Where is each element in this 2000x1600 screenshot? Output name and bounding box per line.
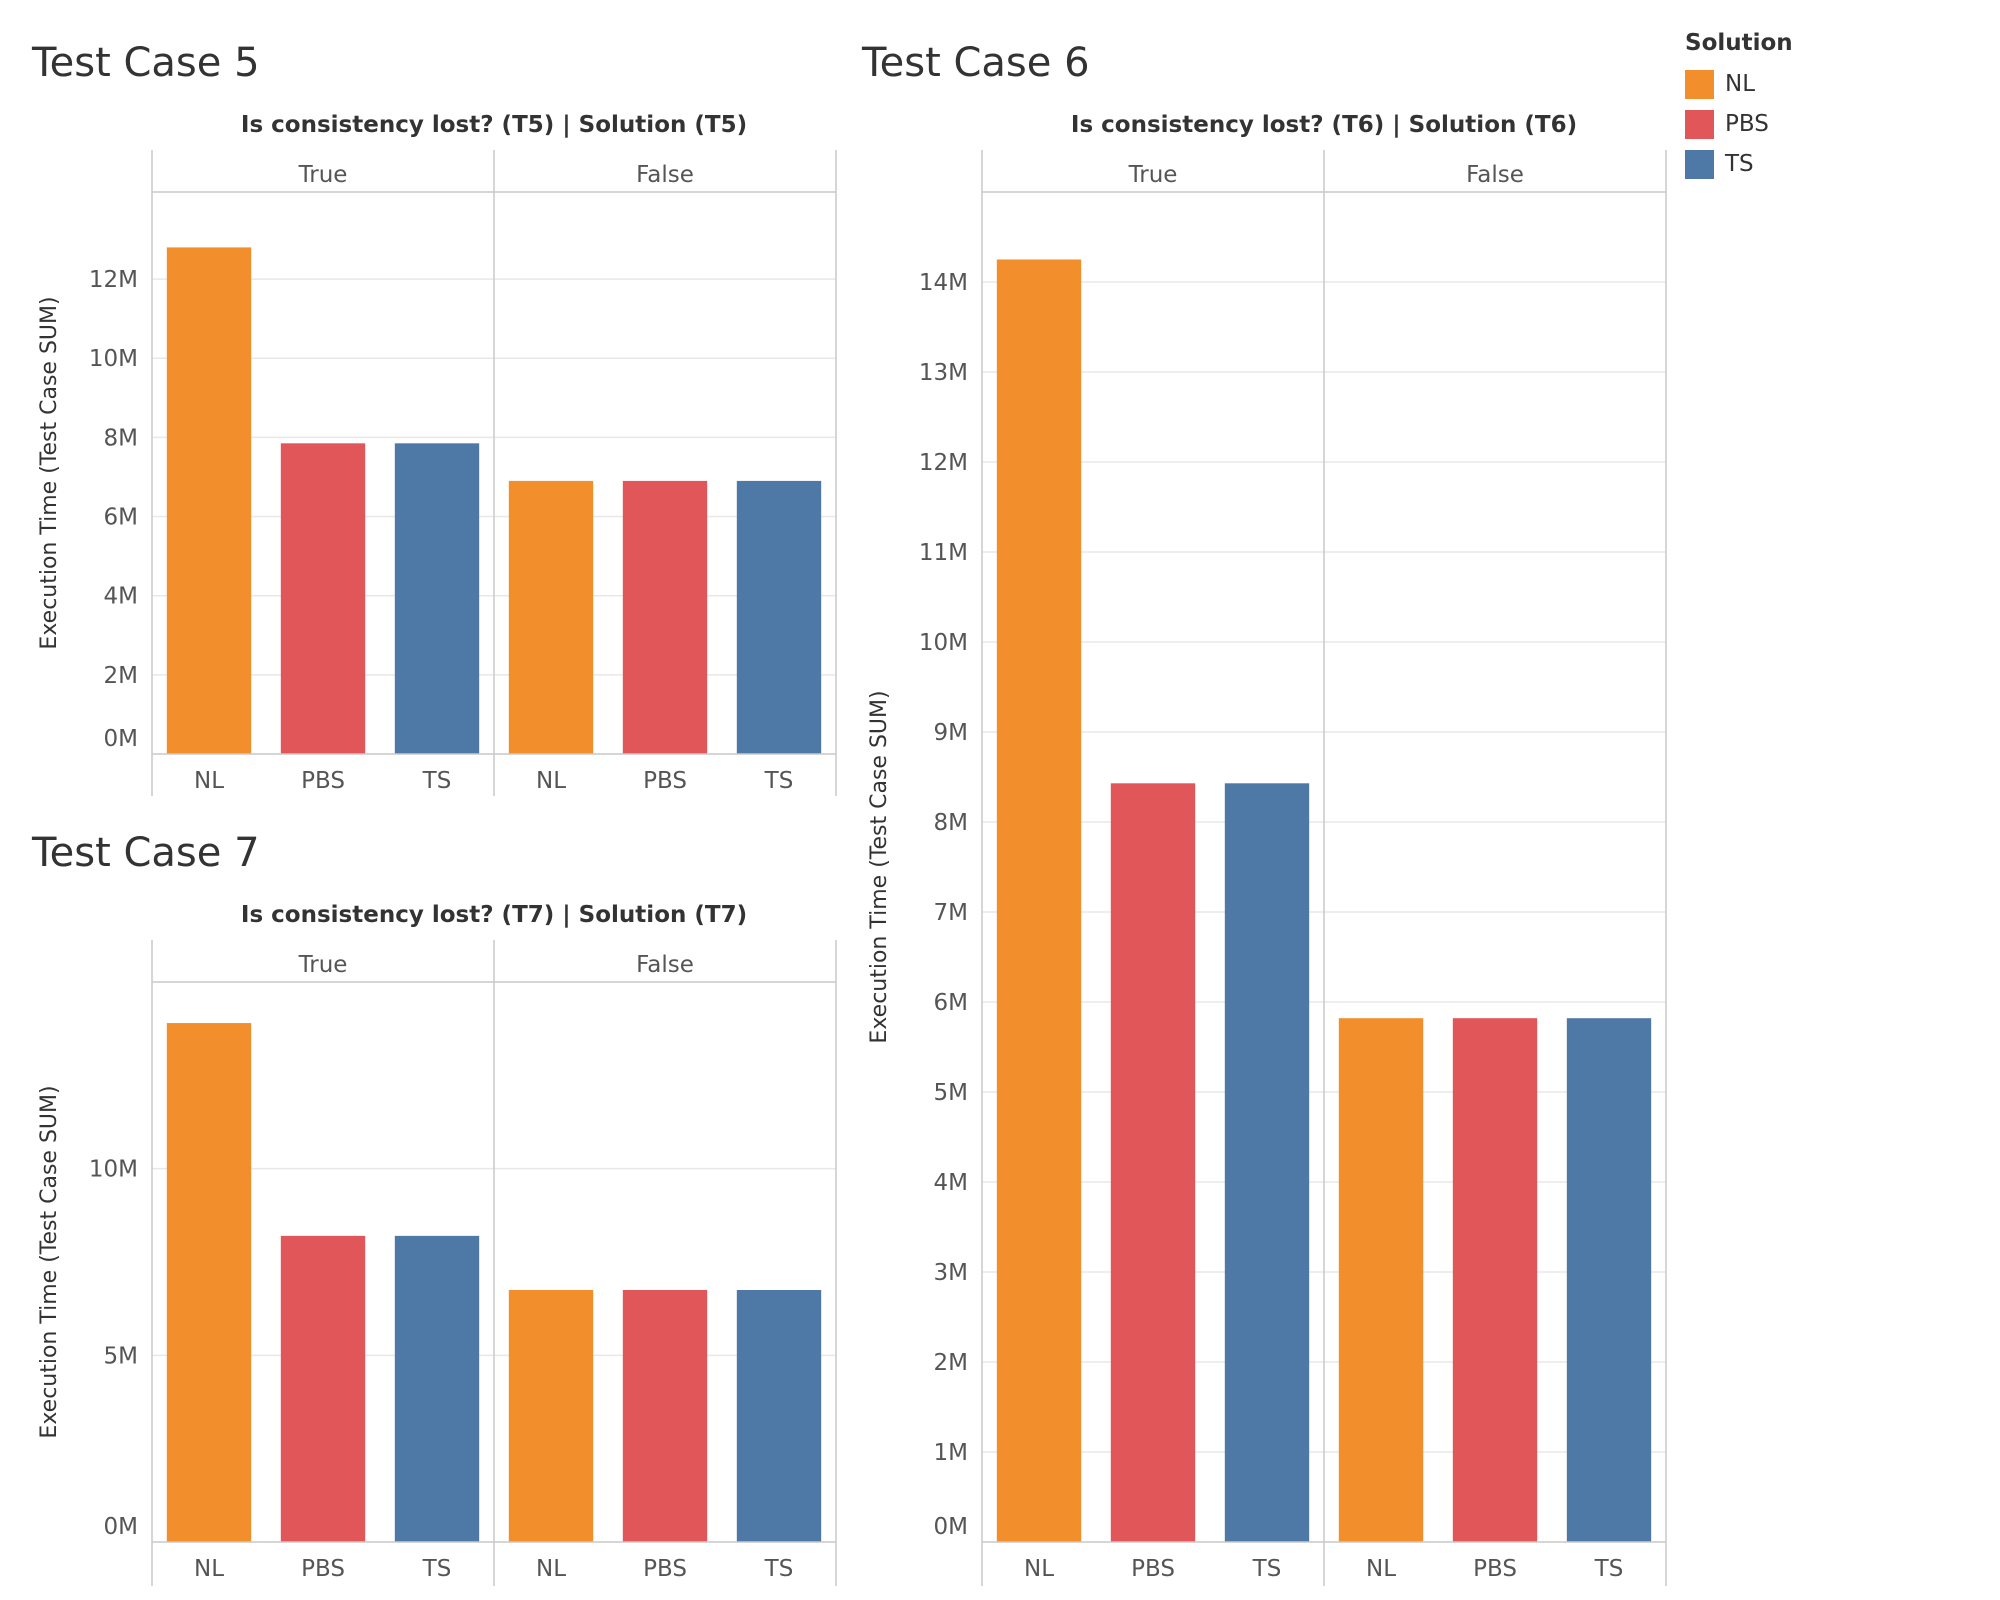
bar-false-pbs	[622, 480, 708, 754]
y-tick-label: 10M	[89, 1157, 138, 1183]
x-tick-label: PBS	[301, 1556, 345, 1582]
y-tick-label: 3M	[934, 1260, 968, 1286]
legend-swatch-ts	[1685, 149, 1714, 179]
group-label-false: False	[636, 952, 694, 978]
y-tick-label: 14M	[919, 270, 968, 296]
group-label-false: False	[636, 162, 694, 188]
x-tick-label: NL	[194, 1556, 224, 1582]
bar-true-ts	[394, 1235, 480, 1542]
y-tick-label: 4M	[934, 1170, 968, 1196]
bar-false-ts	[1566, 1018, 1652, 1542]
y-tick-label: 1M	[934, 1440, 968, 1466]
y-tick-label: 4M	[104, 584, 138, 610]
x-tick-label: NL	[1366, 1556, 1396, 1582]
legend-label-nl: NL	[1725, 71, 1756, 97]
legend-swatch-pbs	[1685, 109, 1714, 139]
bar-false-nl	[508, 1290, 594, 1542]
x-tick-label: TS	[1594, 1556, 1624, 1582]
y-tick-label: 8M	[104, 425, 138, 451]
chart-test-case-7: Is consistency lost? (T7) | Solution (T7…	[37, 902, 837, 1586]
x-tick-label: PBS	[643, 1556, 687, 1582]
x-tick-label: NL	[536, 1556, 566, 1582]
y-tick-label: 7M	[934, 900, 968, 926]
y-tick-label: 2M	[104, 663, 138, 689]
bar-true-pbs	[1110, 783, 1196, 1542]
bar-true-ts	[1224, 783, 1310, 1542]
bar-false-pbs	[622, 1290, 708, 1542]
x-tick-label: PBS	[1131, 1556, 1175, 1582]
x-tick-label: TS	[1252, 1556, 1282, 1582]
y-tick-label: 6M	[934, 990, 968, 1016]
facet-header: Is consistency lost? (T5) | Solution (T5…	[241, 112, 747, 138]
y-tick-label: 11M	[919, 540, 968, 566]
y-tick-label: 9M	[934, 720, 968, 746]
legend-item-pbs[interactable]: PBS	[1685, 104, 1793, 144]
legend-item-ts[interactable]: TS	[1685, 144, 1793, 184]
group-label-true: True	[1128, 162, 1178, 188]
legend-swatch-nl	[1685, 69, 1714, 99]
x-tick-label: NL	[1024, 1556, 1054, 1582]
x-tick-label: PBS	[1473, 1556, 1517, 1582]
bar-false-ts	[736, 480, 822, 754]
x-tick-label: TS	[764, 768, 794, 794]
y-tick-label: 0M	[104, 1514, 138, 1540]
x-tick-label: NL	[194, 768, 224, 794]
x-tick-label: TS	[422, 1556, 452, 1582]
x-tick-label: NL	[536, 768, 566, 794]
bar-true-nl	[166, 1023, 252, 1542]
bar-false-pbs	[1452, 1018, 1538, 1542]
chart-title-tc5: Test Case 5	[32, 40, 260, 86]
bar-true-pbs	[280, 443, 366, 754]
legend-label-pbs: PBS	[1725, 111, 1769, 137]
y-tick-label: 8M	[934, 810, 968, 836]
chart-title-tc7: Test Case 7	[32, 830, 260, 876]
bar-true-nl	[166, 247, 252, 754]
y-tick-label: 10M	[919, 630, 968, 656]
legend: Solution NL PBS TS	[1685, 30, 1793, 184]
facet-header: Is consistency lost? (T6) | Solution (T6…	[1071, 112, 1577, 138]
y-axis-label: Execution Time (Test Case SUM)	[867, 690, 892, 1043]
chart-test-case-6: Is consistency lost? (T6) | Solution (T6…	[867, 112, 1667, 1586]
bar-true-nl	[996, 259, 1082, 1542]
chart-test-case-5: Is consistency lost? (T5) | Solution (T5…	[37, 112, 837, 796]
x-tick-label: TS	[764, 1556, 794, 1582]
y-tick-label: 2M	[934, 1350, 968, 1376]
bar-false-nl	[508, 480, 594, 754]
y-axis-label: Execution Time (Test Case SUM)	[37, 296, 62, 649]
facet-header: Is consistency lost? (T7) | Solution (T7…	[241, 902, 747, 928]
y-tick-label: 0M	[934, 1514, 968, 1540]
legend-item-nl[interactable]: NL	[1685, 64, 1793, 104]
y-tick-label: 10M	[89, 346, 138, 372]
y-tick-label: 5M	[934, 1080, 968, 1106]
legend-title: Solution	[1685, 30, 1793, 56]
group-label-true: True	[298, 162, 348, 188]
y-tick-label: 12M	[919, 450, 968, 476]
group-label-true: True	[298, 952, 348, 978]
y-tick-label: 12M	[89, 267, 138, 293]
bar-true-ts	[394, 443, 480, 754]
bar-true-pbs	[280, 1235, 366, 1542]
group-label-false: False	[1466, 162, 1524, 188]
y-axis-label: Execution Time (Test Case SUM)	[37, 1085, 62, 1438]
y-tick-label: 0M	[104, 726, 138, 752]
bar-false-ts	[736, 1290, 822, 1542]
x-tick-label: PBS	[301, 768, 345, 794]
y-tick-label: 5M	[104, 1343, 138, 1369]
x-tick-label: PBS	[643, 768, 687, 794]
y-tick-label: 13M	[919, 360, 968, 386]
legend-label-ts: TS	[1725, 151, 1754, 177]
chart-title-tc6: Test Case 6	[862, 40, 1090, 86]
x-tick-label: TS	[422, 768, 452, 794]
bar-false-nl	[1338, 1018, 1424, 1542]
y-tick-label: 6M	[104, 505, 138, 531]
